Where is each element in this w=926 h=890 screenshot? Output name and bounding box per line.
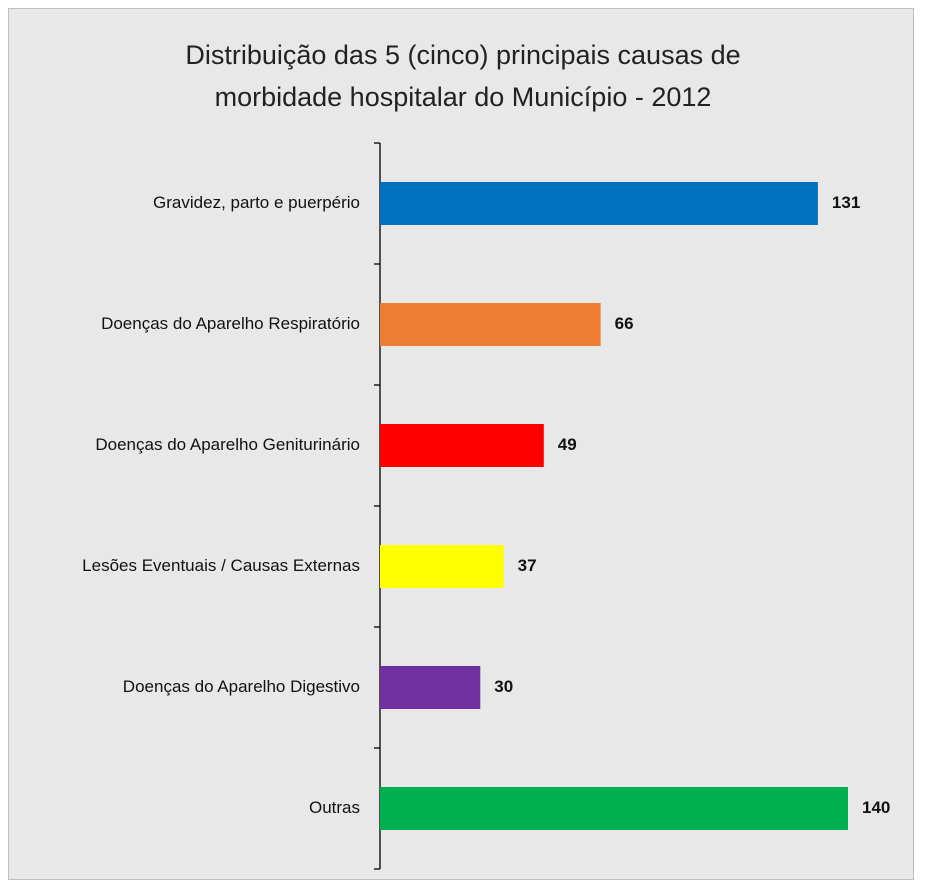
y-tick-label: Gravidez, parto e puerpério — [153, 193, 360, 212]
y-tick-label: Doenças do Aparelho Digestivo — [123, 677, 360, 696]
y-tick-label: Lesões Eventuais / Causas Externas — [82, 556, 360, 575]
value-label: 131 — [832, 193, 860, 212]
value-label: 37 — [518, 556, 537, 575]
y-tick-label: Doenças do Aparelho Respiratório — [101, 314, 360, 333]
y-tick-label: Outras — [309, 798, 360, 817]
value-label: 66 — [615, 314, 634, 333]
value-label: 140 — [862, 798, 890, 817]
bar — [380, 303, 601, 346]
bar — [380, 424, 544, 467]
bar — [380, 666, 481, 709]
bar — [380, 787, 848, 830]
y-tick-label: Doenças do Aparelho Geniturinário — [95, 435, 360, 454]
bar — [380, 182, 818, 225]
chart-title: Distribuição das 5 (cinco) principais ca… — [185, 40, 741, 112]
value-label: 49 — [558, 435, 577, 454]
value-label: 30 — [494, 677, 513, 696]
bar — [380, 545, 504, 588]
